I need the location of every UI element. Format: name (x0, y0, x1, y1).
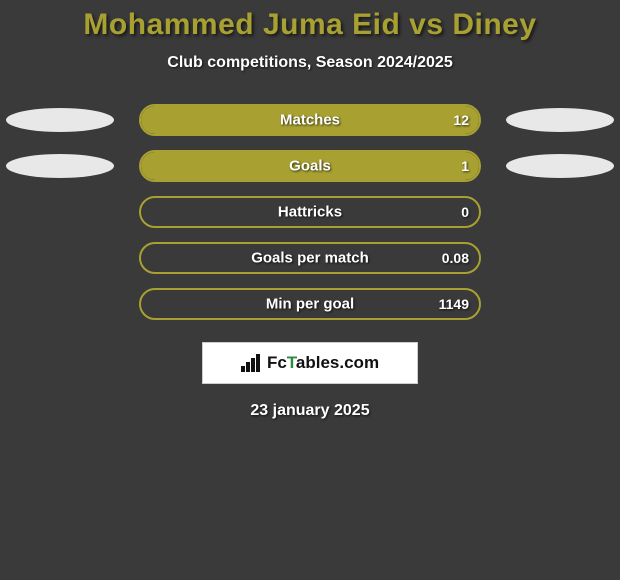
stat-value: 0 (461, 204, 469, 220)
player-right-icon (506, 154, 614, 178)
player-left-icon (6, 154, 114, 178)
stat-bar-fill (141, 152, 479, 180)
page-title: Mohammed Juma Eid vs Diney (0, 8, 620, 42)
stat-bar: Matches12 (139, 104, 481, 136)
stat-row: Goals per match0.08 (0, 242, 620, 274)
stat-bar: Goals1 (139, 150, 481, 182)
logo-text: FcTables.com (267, 353, 379, 373)
stat-value: 0.08 (442, 250, 469, 266)
stat-bar: Goals per match0.08 (139, 242, 481, 274)
stat-value: 1149 (439, 296, 469, 312)
stat-bar-fill (141, 106, 479, 134)
stat-label: Goals per match (141, 250, 479, 267)
stat-row: Goals1 (0, 150, 620, 182)
stat-bar: Min per goal1149 (139, 288, 481, 320)
stat-row: Min per goal1149 (0, 288, 620, 320)
stat-label: Hattricks (141, 204, 479, 221)
player-left-icon (6, 108, 114, 132)
stat-row: Matches12 (0, 104, 620, 136)
player-right-icon (506, 108, 614, 132)
stat-bar: Hattricks0 (139, 196, 481, 228)
page-subtitle: Club competitions, Season 2024/2025 (0, 54, 620, 72)
snapshot-date: 23 january 2025 (0, 402, 620, 420)
bar-chart-icon (241, 354, 263, 372)
fctables-logo[interactable]: FcTables.com (202, 342, 418, 384)
stat-label: Min per goal (141, 296, 479, 313)
stat-row: Hattricks0 (0, 196, 620, 228)
stats-list: Matches12 Goals1 Hattricks0 Goals per match… (0, 104, 620, 320)
comparison-card: Mohammed Juma Eid vs Diney Club competit… (0, 0, 620, 420)
